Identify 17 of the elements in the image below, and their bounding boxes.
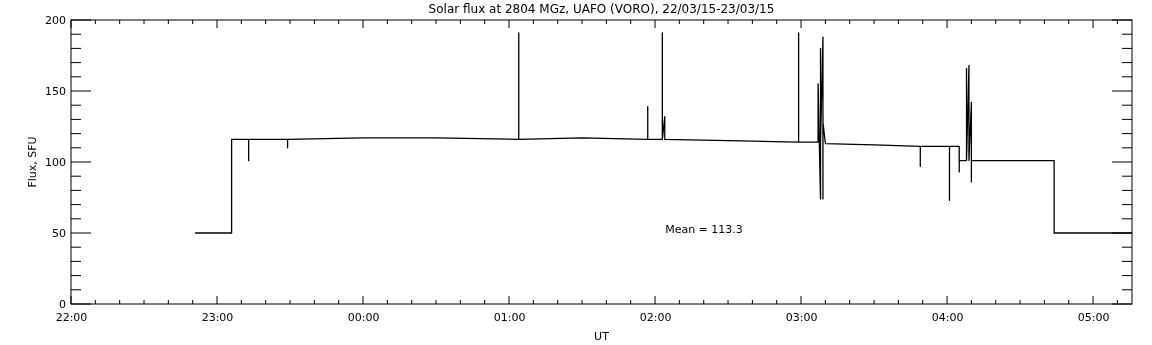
x-tick-label: 03:00 <box>785 311 818 325</box>
x-tick-label: 04:00 <box>931 311 964 325</box>
y-tick-label: 150 <box>45 85 66 99</box>
chart-title: Solar flux at 2804 MGz, UAFO (VORO), 22/03/15-23/03/15 <box>428 2 775 16</box>
annotation: Mean = 113.3 <box>665 223 743 236</box>
x-tick-label: 00:00 <box>347 311 380 325</box>
y-tick-label: 100 <box>45 156 66 170</box>
x-axis-title: UT <box>594 330 610 343</box>
y-tick-label: 0 <box>59 298 66 312</box>
x-tick-label: 02:00 <box>639 311 672 325</box>
y-axis-title: Flux, SFU <box>26 136 39 188</box>
x-tick-label: 22:00 <box>55 311 88 325</box>
y-tick-label: 50 <box>52 227 66 241</box>
x-tick-label: 23:00 <box>201 311 234 325</box>
x-tick-label: 05:00 <box>1077 311 1110 325</box>
y-tick-label: 200 <box>45 14 66 28</box>
x-tick-label: 01:00 <box>493 311 526 325</box>
